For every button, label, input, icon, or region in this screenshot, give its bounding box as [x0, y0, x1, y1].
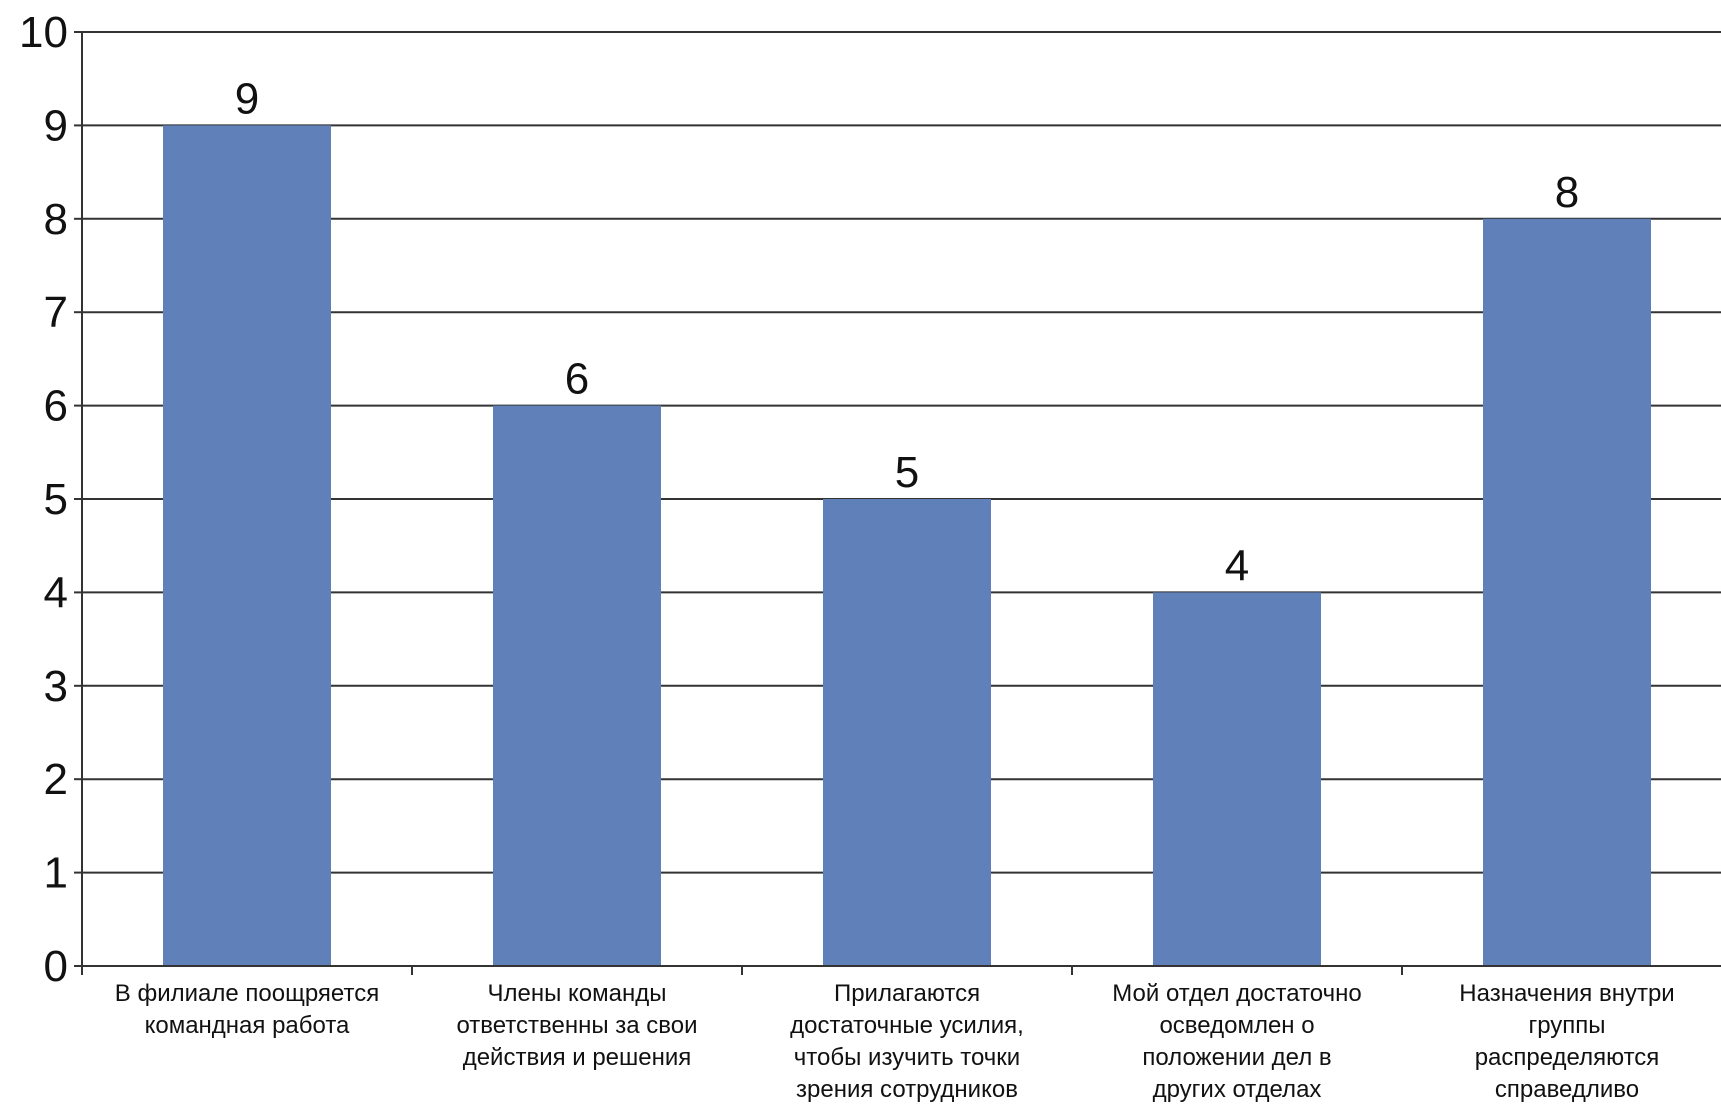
x-category-label-line: группы [1528, 1012, 1605, 1039]
x-category-label-line: других отделах [1153, 1076, 1322, 1103]
y-tick-label: 5 [44, 475, 68, 524]
x-category-label-line: положении дел в [1142, 1044, 1331, 1071]
y-axis-ticks: 0 1 2 3 4 5 6 7 8 9 10 [19, 8, 82, 991]
x-category-label-line: В филиале поощряется [115, 980, 379, 1007]
y-tick-label: 0 [44, 942, 68, 991]
x-category-label-line: чтобы изучить точки [794, 1044, 1020, 1071]
y-tick-label: 8 [44, 195, 68, 244]
bar [163, 125, 331, 966]
x-category-label-line: Прилагаются [834, 980, 980, 1007]
y-tick-label: 1 [44, 849, 68, 898]
x-category-label-line: распределяются [1475, 1044, 1660, 1071]
data-label: 9 [235, 74, 259, 123]
bars [163, 125, 1651, 967]
x-category-label-line: ответственны за свои [456, 1012, 697, 1039]
y-tick-label: 6 [44, 382, 68, 431]
x-category-label-line: Назначения внутри [1459, 980, 1674, 1007]
data-label: 6 [565, 355, 589, 404]
axes [81, 32, 1721, 975]
x-category-label-line: зрения сотрудников [796, 1076, 1018, 1103]
y-tick-label: 10 [19, 8, 68, 57]
x-category-label: Прилагаются достаточные усилия, чтобы изуч… [790, 980, 1024, 1103]
y-tick-label: 2 [44, 755, 68, 804]
data-label: 5 [895, 448, 919, 497]
x-category-label: Мой отдел достаточно осведомлен о положени… [1112, 980, 1361, 1103]
bar [823, 499, 991, 966]
bar [1153, 592, 1321, 966]
data-label: 4 [1225, 541, 1249, 590]
y-tick-label: 9 [44, 101, 68, 150]
bar [493, 405, 661, 967]
x-category-label-line: командная работа [145, 1012, 350, 1039]
x-category-label-line: Члены команды [488, 980, 667, 1007]
data-label: 8 [1555, 168, 1579, 217]
y-tick-label: 7 [44, 288, 68, 337]
x-category-label-line: действия и решения [463, 1044, 692, 1071]
x-axis-category-labels: В филиале поощряется командная работа Член… [115, 980, 1675, 1103]
x-category-label-line: Мой отдел достаточно [1112, 980, 1361, 1007]
x-category-label: В филиале поощряется командная работа [115, 980, 379, 1039]
data-labels: 9 6 5 4 8 [235, 74, 1579, 590]
x-category-label-line: справедливо [1495, 1076, 1639, 1103]
y-tick-label: 3 [44, 662, 68, 711]
y-tick-label: 4 [44, 568, 68, 617]
bar [1483, 218, 1651, 967]
x-category-label-line: достаточные усилия, [790, 1012, 1024, 1039]
x-category-label-line: осведомлен о [1159, 1012, 1314, 1039]
x-category-label: Назначения внутри группы распределяются спр… [1459, 980, 1674, 1103]
x-category-label: Члены команды ответственны за свои действи… [456, 980, 697, 1071]
